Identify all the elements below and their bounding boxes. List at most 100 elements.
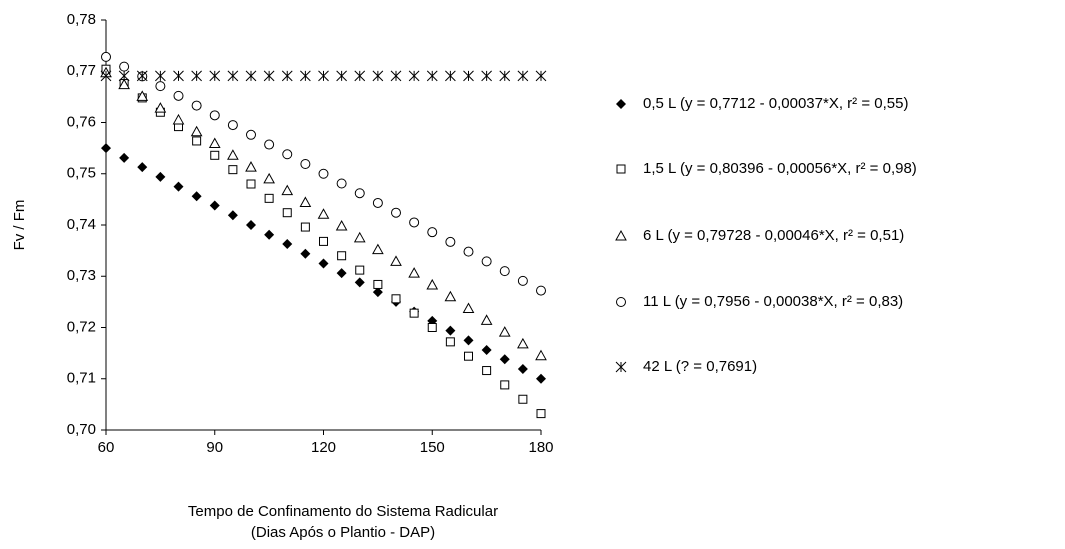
- y-tick-label: 0,78: [67, 11, 96, 28]
- legend-label: 1,5 L (y = 0,80396 - 0,00056*X, r² = 0,9…: [643, 160, 917, 177]
- marker-triangle: [372, 243, 384, 255]
- marker-triangle: [390, 255, 402, 266]
- marker-circle: [191, 100, 202, 111]
- legend-marker: [616, 164, 626, 174]
- marker-triangle: [498, 326, 511, 337]
- marker-triangle: [462, 302, 475, 314]
- x-tick-label: 120: [311, 439, 336, 456]
- marker-circle: [536, 285, 546, 296]
- marker-asterisk: [155, 70, 166, 82]
- y-tick-label: 0,76: [67, 113, 96, 130]
- y-tick-label: 0,73: [67, 267, 96, 284]
- marker-square: [409, 308, 419, 318]
- marker-diamond: [155, 171, 166, 182]
- marker-asterisk: [426, 70, 438, 82]
- x-axis-label: Tempo de Confinamento do Sistema Radicul…: [188, 503, 498, 520]
- marker-square: [391, 294, 401, 304]
- marker-square: [464, 351, 473, 361]
- legend-marker: [615, 361, 627, 373]
- marker-triangle: [118, 78, 130, 90]
- marker-diamond: [536, 373, 546, 384]
- marker-circle: [354, 188, 365, 199]
- marker-asterisk: [227, 70, 239, 82]
- marker-square: [319, 236, 328, 246]
- x-axis-label: (Dias Após o Plantio - DAP): [251, 524, 435, 541]
- marker-asterisk: [372, 70, 384, 82]
- marker-asterisk: [336, 70, 347, 82]
- marker-diamond: [300, 248, 311, 259]
- marker-asterisk: [100, 70, 112, 82]
- marker-square: [536, 409, 546, 419]
- marker-asterisk: [209, 70, 221, 82]
- marker-square: [264, 193, 274, 203]
- y-tick-label: 0,74: [67, 216, 96, 233]
- marker-diamond: [137, 162, 148, 173]
- marker-triangle: [480, 314, 493, 325]
- marker-square: [192, 136, 202, 146]
- x-tick-label: 180: [528, 439, 553, 456]
- marker-triangle: [535, 349, 547, 361]
- marker-square: [482, 366, 492, 376]
- marker-diamond: [282, 238, 293, 249]
- marker-circle: [101, 51, 111, 62]
- y-tick-label: 0,71: [67, 370, 96, 387]
- marker-asterisk: [354, 70, 366, 82]
- marker-circle: [246, 129, 256, 140]
- marker-square: [518, 394, 528, 404]
- marker-asterisk: [263, 70, 275, 82]
- marker-circle: [517, 275, 528, 286]
- x-tick-label: 150: [420, 439, 445, 456]
- marker-circle: [445, 236, 456, 247]
- marker-diamond: [318, 258, 329, 269]
- legend-label: 0,5 L (y = 0,7712 - 0,00037*X, r² = 0,55…: [643, 95, 908, 112]
- marker-triangle: [208, 137, 221, 149]
- marker-triangle: [136, 90, 149, 101]
- marker-triangle: [190, 125, 203, 137]
- marker-asterisk: [445, 70, 456, 82]
- marker-circle: [391, 207, 401, 218]
- marker-diamond: [463, 335, 474, 346]
- marker-circle: [499, 266, 510, 277]
- marker-triangle: [281, 184, 294, 196]
- marker-asterisk: [281, 70, 293, 82]
- marker-diamond: [517, 364, 528, 375]
- marker-circle: [264, 139, 275, 150]
- marker-circle: [282, 149, 293, 160]
- legend-marker: [616, 99, 626, 109]
- marker-square: [246, 179, 256, 189]
- marker-diamond: [101, 143, 111, 154]
- legend-marker: [616, 297, 626, 307]
- marker-circle: [318, 168, 329, 179]
- marker-square: [228, 165, 238, 175]
- marker-asterisk: [136, 70, 148, 82]
- x-tick-label: 90: [206, 439, 223, 456]
- marker-asterisk: [318, 70, 329, 82]
- marker-triangle: [299, 196, 312, 207]
- marker-diamond: [445, 325, 456, 336]
- marker-triangle: [517, 337, 529, 349]
- marker-square: [373, 279, 383, 289]
- marker-diamond: [119, 152, 130, 163]
- marker-square: [210, 150, 220, 160]
- marker-triangle: [154, 102, 167, 113]
- marker-circle: [155, 81, 166, 92]
- marker-asterisk: [245, 70, 257, 82]
- marker-square: [445, 337, 455, 347]
- marker-circle: [481, 256, 492, 267]
- y-tick-label: 0,77: [67, 62, 96, 79]
- marker-asterisk: [499, 70, 511, 82]
- marker-square: [427, 323, 437, 332]
- marker-triangle: [444, 290, 457, 302]
- marker-square: [355, 265, 365, 275]
- marker-diamond: [246, 220, 256, 230]
- marker-square: [282, 208, 292, 218]
- marker-triangle: [353, 231, 366, 243]
- marker-square: [500, 380, 510, 390]
- marker-asterisk: [535, 70, 547, 82]
- marker-circle: [463, 246, 474, 257]
- marker-triangle: [408, 267, 420, 278]
- marker-circle: [119, 61, 130, 72]
- marker-circle: [173, 90, 184, 101]
- marker-diamond: [227, 210, 238, 221]
